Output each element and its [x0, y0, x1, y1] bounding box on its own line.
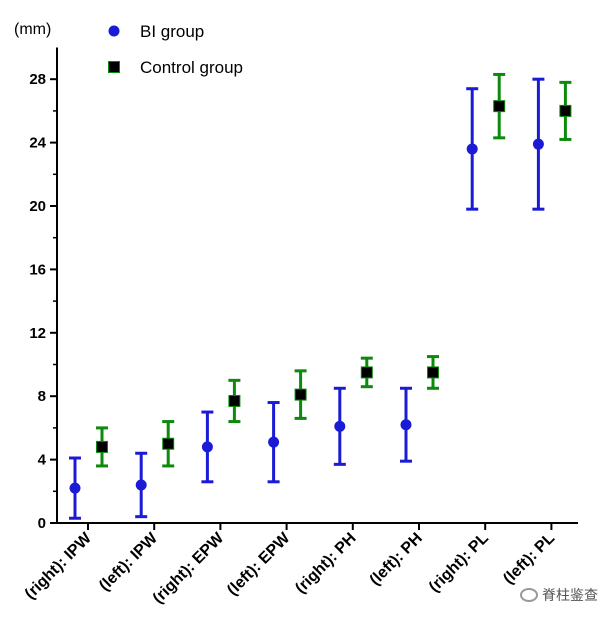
x-category-label: (left): PL	[500, 530, 558, 588]
y-tick-label: 8	[38, 388, 46, 405]
legend-marker-bi-group	[108, 25, 120, 37]
y-tick-label: 20	[29, 198, 46, 215]
data-point-bi-group	[532, 138, 544, 150]
y-tick-label: 16	[29, 261, 46, 278]
legend-marker-control-group	[108, 61, 120, 73]
data-point-control-group	[162, 437, 175, 450]
data-point-bi-group	[69, 482, 81, 494]
x-category-label: (right): PH	[292, 530, 359, 597]
wechat-icon	[520, 588, 538, 602]
error-bars	[69, 72, 572, 520]
x-category-label: (right): IPW	[22, 529, 96, 603]
data-point-control-group	[360, 366, 373, 379]
y-tick-label: 24	[29, 135, 46, 152]
data-point-control-group	[559, 104, 572, 117]
data-point-control-group	[96, 440, 108, 453]
x-category-label: (left): IPW	[96, 529, 161, 594]
data-point-bi-group	[201, 441, 213, 453]
watermark-text: 脊柱鉴查	[542, 588, 598, 604]
legend-label: BI group	[140, 22, 204, 41]
data-point-bi-group	[135, 479, 147, 491]
x-category-label: (left): EPW	[224, 529, 294, 599]
y-tick-label: 28	[29, 71, 46, 88]
watermark: 脊柱鉴查	[520, 585, 598, 605]
legend-label: Control group	[140, 58, 243, 77]
y-tick-label: 0	[38, 515, 46, 532]
data-point-control-group	[427, 366, 439, 379]
x-category-label: (right): EPW	[150, 529, 228, 607]
y-axis-unit-label: (mm)	[14, 21, 51, 38]
data-point-bi-group	[400, 419, 412, 431]
y-tick-label: 4	[38, 452, 47, 469]
x-category-label: (right): PL	[426, 530, 492, 596]
data-point-bi-group	[334, 420, 346, 432]
data-markers	[69, 100, 572, 494]
data-point-control-group	[294, 388, 307, 401]
legend: BI group Control group	[108, 22, 243, 77]
y-tick-label: 12	[29, 325, 46, 342]
data-point-control-group	[228, 394, 241, 407]
data-point-bi-group	[268, 436, 280, 448]
data-point-control-group	[493, 100, 506, 113]
x-category-label: (left): PH	[367, 530, 426, 589]
data-point-bi-group	[466, 143, 478, 155]
